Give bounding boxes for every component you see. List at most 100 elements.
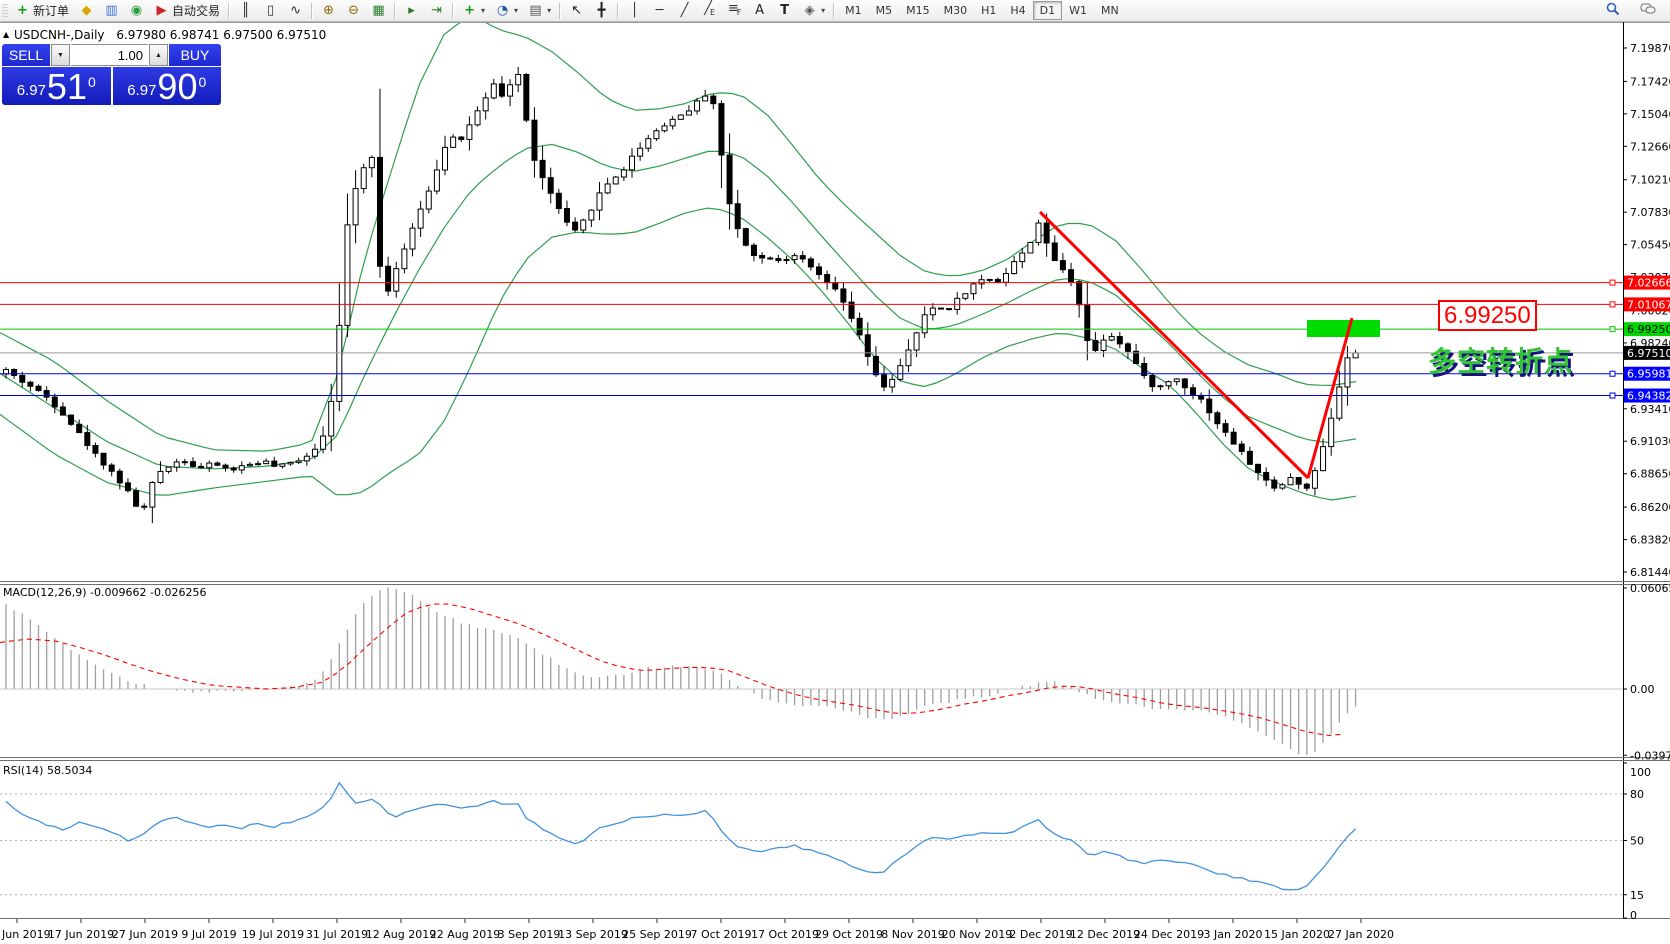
chart-title: USDCNH-,Daily 6.97980 6.98741 6.97500 6.… (14, 28, 326, 42)
price-axis[interactable]: 7.19870 7.17420 7.15040 7.12660 7.10210 7.078… (1623, 42, 1670, 922)
horizontal-line-button[interactable]: ─ (647, 0, 672, 21)
macd-indicator-label: MACD(12,26,9) -0.009662 -0.026256 (3, 586, 207, 599)
metaeditor-button[interactable]: ◆ (74, 0, 99, 21)
date-tick-label: 20 Nov 2019 (942, 928, 1012, 941)
arrows-button[interactable]: ◈ ▾ (797, 0, 830, 21)
crosshair-icon: ╋ (597, 3, 606, 18)
date-tick-label: 24 Dec 2019 (1134, 928, 1204, 941)
date-tick-label: 25 Sep 2019 (622, 928, 692, 941)
date-tick-label: 15 Jan 2020 (1264, 928, 1330, 941)
rsi-line (5, 781, 1357, 891)
chart-symbol-period: USDCNH-,Daily (14, 28, 105, 42)
bar-chart-icon: ║ (241, 3, 250, 18)
price-tick-label: 7.19870 (1630, 42, 1670, 55)
timeframe-m30-button[interactable]: M30 (943, 4, 968, 17)
dropdown-caret-icon: ▾ (514, 6, 519, 15)
text-label-button[interactable]: T (772, 0, 797, 21)
buy-button[interactable]: BUY (169, 44, 221, 66)
bar-chart-button[interactable]: ║ (233, 0, 258, 21)
zoom-in-button[interactable]: ⊕ (316, 0, 341, 21)
toolbar-separator (228, 2, 231, 19)
price-marker-label (1624, 297, 1670, 312)
line-anchor-marker[interactable] (1609, 301, 1616, 308)
timeframe-m1-button[interactable]: M1 (845, 4, 862, 17)
turning-point-annotation[interactable]: 多空转折点 (1428, 345, 1574, 378)
timeframe-m5-button[interactable]: M5 (875, 4, 893, 17)
line-chart-button[interactable]: ∿ (283, 0, 308, 21)
timeframe-w1-button[interactable]: W1 (1069, 4, 1087, 17)
vertical-line-button[interactable]: │ (622, 0, 647, 21)
sell-price-display[interactable]: 6.97 51 0 (2, 67, 111, 105)
toolbar-separator (311, 2, 314, 19)
buy-price-display[interactable]: 6.97 90 0 (112, 67, 221, 105)
date-tick-label: 7 Oct 2019 (690, 928, 751, 941)
price-marker-label (1624, 275, 1670, 290)
candle-chart-button[interactable]: ▯ (258, 0, 283, 21)
indicators-icon: + (464, 3, 475, 18)
price-tick-label: 7.12660 (1630, 140, 1670, 153)
autotrading-button-label: 自动交易 (172, 4, 221, 18)
price-tick-label: 7.05450 (1630, 239, 1670, 252)
profiles-button[interactable]: ▥ (99, 0, 124, 21)
timeframe-m15-button[interactable]: M15 (906, 4, 930, 17)
periods-button[interactable]: ◔ ▾ (490, 0, 523, 21)
fibonacci-button[interactable]: ≡F (722, 0, 747, 21)
date-tick-label: 19 Jul 2019 (242, 928, 304, 941)
volume-decrease-button[interactable]: ▼ (51, 44, 70, 66)
timeframe-mn-button[interactable]: MN (1101, 4, 1119, 17)
volume-increase-button[interactable]: ▲ (149, 44, 168, 66)
indicators-button[interactable]: + ▾ (457, 0, 490, 21)
autotrading-button[interactable]: ▶ 自动交易 (149, 0, 225, 21)
line-anchor-marker[interactable] (1609, 326, 1616, 333)
auto-scroll-button[interactable]: ▸ (399, 0, 424, 21)
date-tick-label: 12 Dec 2019 (1070, 928, 1140, 941)
candles-layer (3, 66, 1359, 524)
zoom-in-icon: ⊕ (323, 3, 334, 18)
timeframe-h4-button[interactable]: H4 (1010, 4, 1026, 17)
macd-axis-label: 0.00 (1630, 683, 1655, 696)
highlight-rectangle-object[interactable] (1307, 320, 1380, 337)
templates-button[interactable]: ▤ ▾ (523, 0, 556, 21)
tile-windows-icon: ▦ (372, 3, 385, 18)
date-tick-label: 12 Aug 2019 (366, 928, 436, 941)
text-button[interactable]: A (747, 0, 772, 21)
trend-line-2[interactable] (1306, 317, 1354, 479)
sell-button[interactable]: SELL (2, 44, 50, 66)
chat-button[interactable] (1635, 0, 1660, 21)
crosshair-button[interactable]: ╋ (589, 0, 614, 21)
line-anchor-marker[interactable] (1609, 370, 1616, 377)
vline-icon: │ (630, 3, 639, 18)
timeframe-d1-button[interactable]: D1 (1032, 1, 1063, 20)
one-click-trade-panel: SELL ▼ 1.00 ▲ BUY 6.97 51 0 6.97 90 0 (2, 44, 221, 105)
svg-text:6.94382: 6.94382 (1627, 390, 1670, 403)
tile-windows-button[interactable]: ▦ (366, 0, 391, 21)
search-button[interactable] (1600, 0, 1625, 21)
date-tick-label: 22 Aug 2019 (430, 928, 500, 941)
line-anchor-marker[interactable] (1609, 279, 1616, 286)
toolbar-separator (394, 2, 397, 19)
timeframe-h1-button[interactable]: H1 (981, 4, 997, 17)
rsi-panel (0, 781, 1623, 896)
svg-text:7.02666: 7.02666 (1627, 277, 1670, 290)
price-tick-label: 6.91030 (1630, 435, 1670, 448)
price-tick-label: 6.88650 (1630, 468, 1670, 481)
equidistant-channel-button[interactable]: ╱E (697, 0, 722, 21)
signals-button[interactable]: ◉ (124, 0, 149, 21)
toolbar-grip (2, 3, 8, 18)
trendline-button[interactable]: ╱ (672, 0, 697, 21)
date-tick-label: 13 Sep 2019 (558, 928, 628, 941)
zoom-out-button[interactable]: ⊖ (341, 0, 366, 21)
new-order-button[interactable]: + 新订单 (10, 0, 74, 21)
line-anchor-marker[interactable] (1609, 392, 1616, 399)
hline-icon: ─ (655, 3, 664, 18)
chart-shift-button[interactable]: ⇥ (424, 0, 449, 21)
cursor-button[interactable]: ↖ (564, 0, 589, 21)
volume-input[interactable]: 1.00 (71, 44, 148, 66)
line-chart-icon: ∿ (290, 3, 301, 18)
main-toolbar: + 新订单 ◆ ▥ ◉ ▶ 自动交易 ║ ▯ ∿ ⊕ ⊖ ▦ ▸ ⇥ + ▾ ◔ ▾ ▤ ▾ ↖ ╋ │ ─ ╱ ╱E ≡F A T ◈ ▾ M… (0, 0, 1670, 22)
one-click-toggle-icon[interactable]: ▲ (3, 30, 10, 39)
price-text-annotation[interactable]: 6.99250 (1438, 300, 1537, 331)
date-tick-label: 3 Sep 2019 (498, 928, 561, 941)
trend-line-1[interactable] (1038, 210, 1310, 480)
